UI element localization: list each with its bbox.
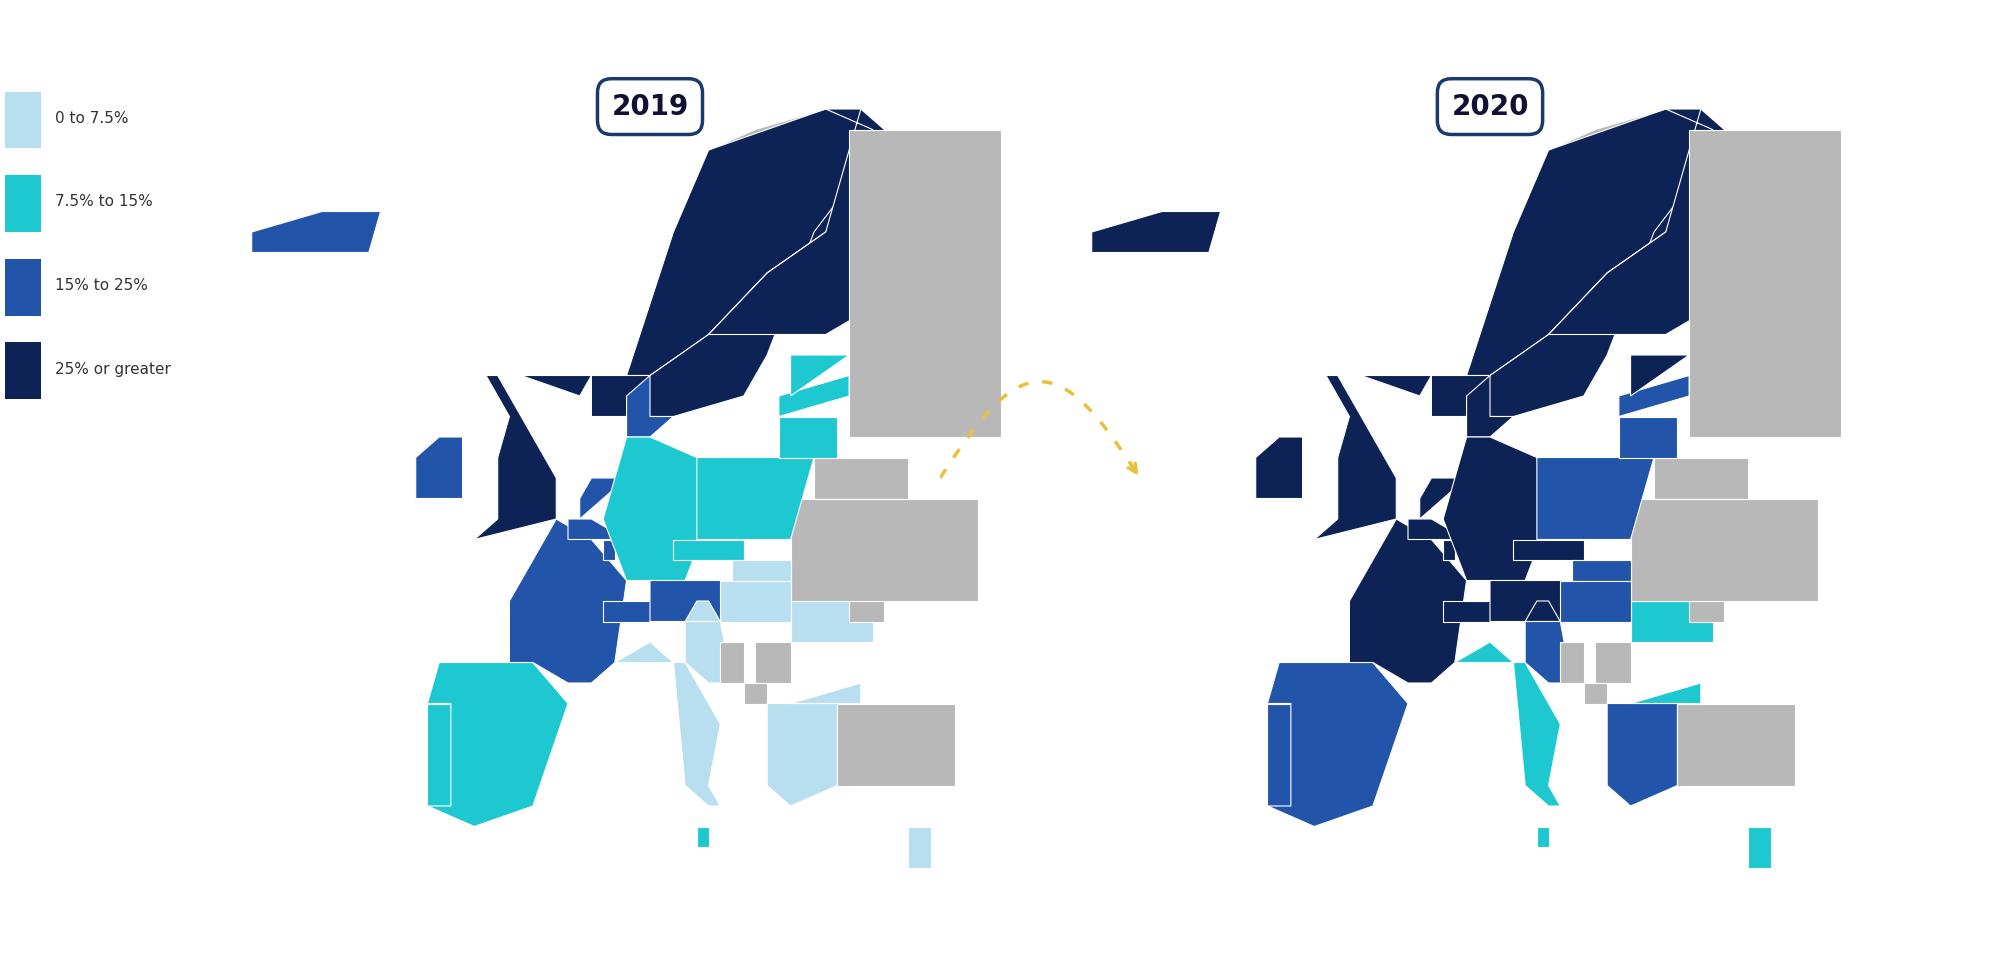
Text: 7.5% to 15%: 7.5% to 15% [56, 194, 152, 209]
Polygon shape [708, 109, 826, 150]
Bar [4, 92, 42, 148]
Polygon shape [650, 580, 732, 621]
Bar [4, 175, 42, 232]
Polygon shape [1596, 642, 1630, 683]
Polygon shape [1690, 580, 1724, 621]
Polygon shape [522, 109, 884, 396]
Polygon shape [850, 129, 1002, 437]
Polygon shape [1256, 437, 1302, 498]
Polygon shape [790, 355, 850, 396]
Polygon shape [1608, 704, 1642, 724]
Text: 2020: 2020 [1452, 93, 1528, 120]
Polygon shape [1268, 704, 1290, 806]
Polygon shape [850, 580, 884, 621]
Polygon shape [592, 170, 860, 417]
Polygon shape [614, 642, 720, 806]
Polygon shape [1362, 109, 1724, 396]
Polygon shape [252, 211, 380, 252]
Polygon shape [1408, 519, 1466, 539]
Polygon shape [1454, 642, 1560, 806]
Polygon shape [1092, 211, 1220, 252]
Polygon shape [768, 704, 838, 806]
Polygon shape [768, 704, 802, 724]
Polygon shape [838, 704, 954, 786]
Polygon shape [908, 827, 932, 867]
Polygon shape [1490, 580, 1572, 621]
Polygon shape [1618, 417, 1678, 458]
Polygon shape [1560, 580, 1630, 621]
Polygon shape [686, 621, 732, 683]
Polygon shape [674, 539, 744, 560]
Polygon shape [604, 539, 614, 560]
Polygon shape [1444, 539, 1454, 560]
Polygon shape [1572, 560, 1630, 580]
Polygon shape [790, 498, 978, 601]
Polygon shape [428, 663, 568, 827]
Polygon shape [474, 376, 556, 539]
Polygon shape [1420, 478, 1466, 519]
Polygon shape [568, 519, 626, 539]
Polygon shape [1678, 704, 1794, 786]
Text: 25% or greater: 25% or greater [56, 361, 172, 377]
Polygon shape [1630, 683, 1700, 704]
Polygon shape [1608, 704, 1618, 745]
Polygon shape [1526, 601, 1560, 621]
Polygon shape [1630, 498, 1818, 601]
Text: 15% to 25%: 15% to 25% [56, 278, 148, 293]
Polygon shape [1748, 827, 1772, 867]
Polygon shape [1444, 437, 1548, 580]
Polygon shape [1514, 539, 1584, 560]
Polygon shape [1526, 621, 1572, 683]
Polygon shape [732, 560, 790, 580]
Polygon shape [1584, 683, 1608, 704]
Polygon shape [1432, 170, 1700, 417]
Polygon shape [1690, 129, 1842, 437]
Polygon shape [1350, 519, 1466, 683]
Polygon shape [1548, 109, 1666, 150]
Text: 2019: 2019 [612, 93, 688, 120]
Polygon shape [1536, 458, 1654, 539]
Polygon shape [814, 458, 908, 498]
Polygon shape [744, 683, 768, 704]
Polygon shape [1466, 376, 1514, 437]
Polygon shape [1314, 376, 1396, 539]
Bar [4, 342, 42, 400]
Polygon shape [626, 376, 674, 437]
Polygon shape [428, 704, 450, 806]
Polygon shape [768, 704, 778, 745]
Polygon shape [778, 417, 838, 458]
Polygon shape [1618, 376, 1690, 417]
Polygon shape [1548, 109, 1748, 335]
Polygon shape [720, 580, 790, 621]
Polygon shape [1560, 642, 1584, 683]
Polygon shape [720, 642, 744, 683]
Polygon shape [790, 683, 860, 704]
Polygon shape [510, 519, 626, 683]
Polygon shape [790, 601, 872, 642]
Polygon shape [604, 601, 650, 621]
Polygon shape [1268, 663, 1408, 827]
Polygon shape [604, 437, 708, 580]
Polygon shape [1536, 827, 1548, 847]
Polygon shape [1444, 601, 1490, 621]
Polygon shape [696, 458, 814, 539]
Bar [4, 259, 42, 315]
Polygon shape [1630, 355, 1690, 396]
Text: 0 to 7.5%: 0 to 7.5% [56, 111, 128, 126]
Polygon shape [1654, 458, 1748, 498]
Polygon shape [708, 109, 908, 335]
Polygon shape [1608, 704, 1678, 806]
Polygon shape [778, 376, 850, 417]
Polygon shape [756, 642, 790, 683]
Polygon shape [580, 478, 626, 519]
Polygon shape [416, 437, 462, 498]
Polygon shape [696, 827, 708, 847]
Polygon shape [1630, 601, 1712, 642]
Polygon shape [686, 601, 720, 621]
